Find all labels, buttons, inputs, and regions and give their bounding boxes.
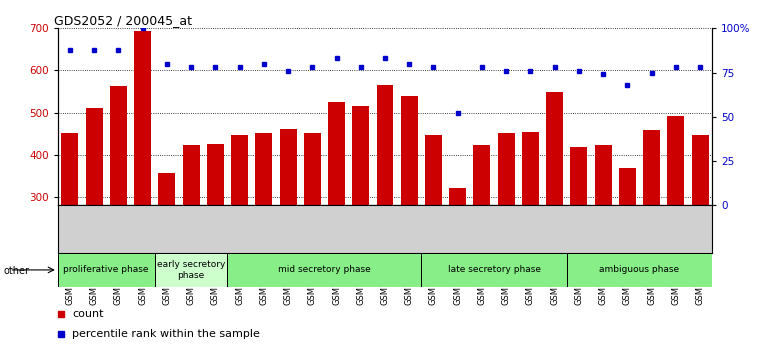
Bar <box>522 132 539 205</box>
Bar <box>304 133 321 205</box>
Bar <box>619 168 636 205</box>
Bar <box>421 253 567 287</box>
Text: GDS2052 / 200045_at: GDS2052 / 200045_at <box>55 14 192 27</box>
Text: early secretory
phase: early secretory phase <box>157 260 226 280</box>
Bar <box>668 116 685 205</box>
Bar <box>207 144 224 205</box>
Text: other: other <box>4 266 30 276</box>
Text: percentile rank within the sample: percentile rank within the sample <box>72 329 260 339</box>
Bar <box>567 253 712 287</box>
Bar <box>425 135 442 205</box>
Text: late secretory phase: late secretory phase <box>447 266 541 274</box>
Text: count: count <box>72 309 104 319</box>
Bar <box>62 133 79 205</box>
Bar <box>691 135 708 205</box>
Text: proliferative phase: proliferative phase <box>63 266 149 274</box>
Bar <box>643 130 660 205</box>
Bar <box>134 31 151 205</box>
Text: mid secretory phase: mid secretory phase <box>278 266 371 274</box>
Bar <box>400 96 417 205</box>
Bar <box>159 173 176 205</box>
Bar <box>594 145 611 205</box>
Bar <box>497 133 514 205</box>
Text: ambiguous phase: ambiguous phase <box>600 266 680 274</box>
Bar <box>231 135 248 205</box>
Bar <box>571 147 588 205</box>
Bar <box>85 108 102 205</box>
Bar <box>449 188 466 205</box>
Bar <box>58 253 155 287</box>
Bar <box>155 253 227 287</box>
Bar <box>353 106 370 205</box>
Bar <box>377 85 393 205</box>
Bar <box>546 92 563 205</box>
Bar <box>182 145 199 205</box>
Bar <box>227 253 421 287</box>
Bar <box>328 102 345 205</box>
Bar <box>256 133 273 205</box>
Bar <box>110 86 127 205</box>
Bar <box>474 145 490 205</box>
Bar <box>280 129 296 205</box>
